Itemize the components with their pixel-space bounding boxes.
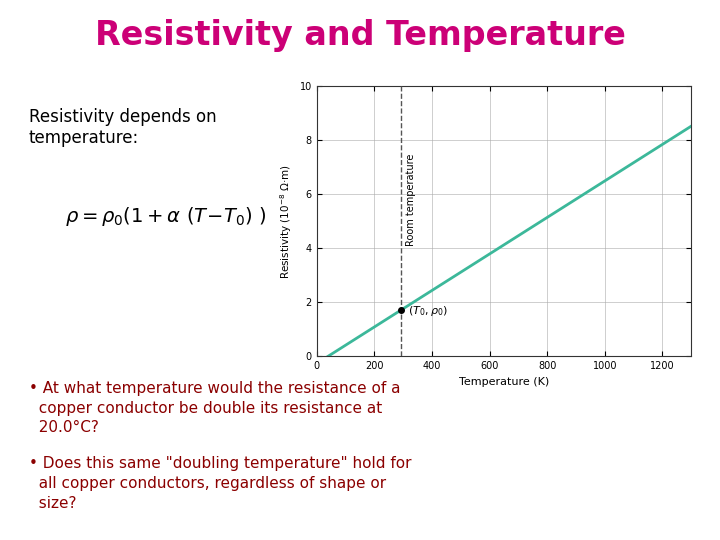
Text: • At what temperature would the resistance of a
  copper conductor be double its: • At what temperature would the resistan… (29, 381, 400, 435)
Text: $(T_0, \rho_0)$: $(T_0, \rho_0)$ (408, 304, 449, 318)
Text: Room temperature: Room temperature (406, 154, 416, 246)
Text: $\rho = \rho_0(1+\alpha\ (T\!-\!T_0)\ )$: $\rho = \rho_0(1+\alpha\ (T\!-\!T_0)\ )$ (65, 205, 266, 228)
Y-axis label: Resistivity (10$^{-8}$ Ω·m): Resistivity (10$^{-8}$ Ω·m) (279, 164, 294, 279)
Text: Resistivity depends on
temperature:: Resistivity depends on temperature: (29, 108, 217, 147)
Text: • Does this same "doubling temperature" hold for
  all copper conductors, regard: • Does this same "doubling temperature" … (29, 456, 411, 511)
Text: Resistivity and Temperature: Resistivity and Temperature (94, 19, 626, 52)
X-axis label: Temperature (K): Temperature (K) (459, 377, 549, 387)
